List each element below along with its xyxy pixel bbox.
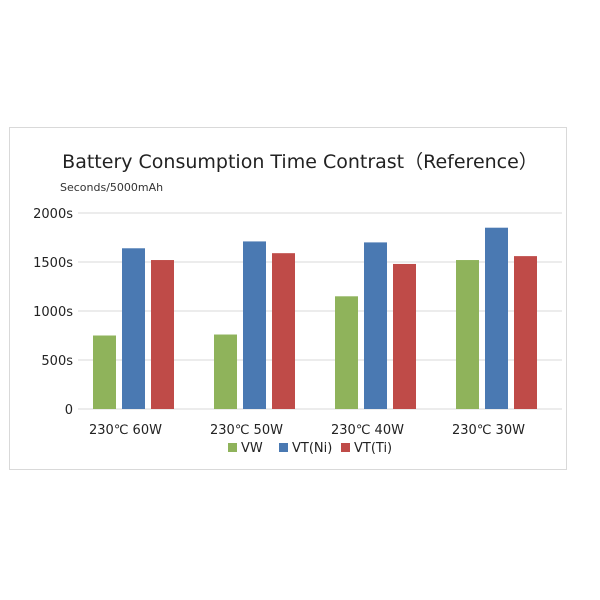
- legend-swatch: [279, 443, 288, 452]
- bar-vt-ni--2: [243, 241, 266, 409]
- y-tick-label: 500s: [41, 354, 73, 369]
- legend-swatch: [228, 443, 237, 452]
- legend-label: VW: [241, 441, 263, 456]
- bar-vt-ti--1: [151, 260, 174, 409]
- x-tick-label: 230℃ 40W: [331, 423, 404, 438]
- bar-vt-ti--4: [514, 256, 537, 409]
- y-tick-label: 1000s: [33, 305, 73, 320]
- legend-label: VT(Ti): [354, 441, 392, 456]
- x-tick-label: 230℃ 30W: [452, 423, 525, 438]
- legend-swatch: [341, 443, 350, 452]
- bar-vt-ni--3: [364, 242, 387, 409]
- x-tick-label: 230℃ 60W: [89, 423, 162, 438]
- bar-vw-4: [456, 260, 479, 409]
- bar-vw-1: [93, 335, 116, 409]
- chart-title: Battery Consumption Time Contrast（Refere…: [62, 151, 538, 173]
- bar-vw-3: [335, 296, 358, 409]
- y-tick-label: 1500s: [33, 256, 73, 271]
- y-tick-label: 0: [65, 403, 73, 418]
- legend-label: VT(Ni): [292, 441, 332, 456]
- bar-vw-2: [214, 334, 237, 409]
- bar-vt-ti--2: [272, 253, 295, 409]
- bar-vt-ti--3: [393, 263, 416, 409]
- x-tick-label: 230℃ 50W: [210, 423, 283, 438]
- bar-vt-ni--4: [485, 227, 508, 409]
- bar-vt-ni--1: [122, 248, 145, 409]
- y-axis-unit-label: Seconds/5000mAh: [60, 181, 164, 194]
- y-tick-label: 2000s: [33, 207, 73, 222]
